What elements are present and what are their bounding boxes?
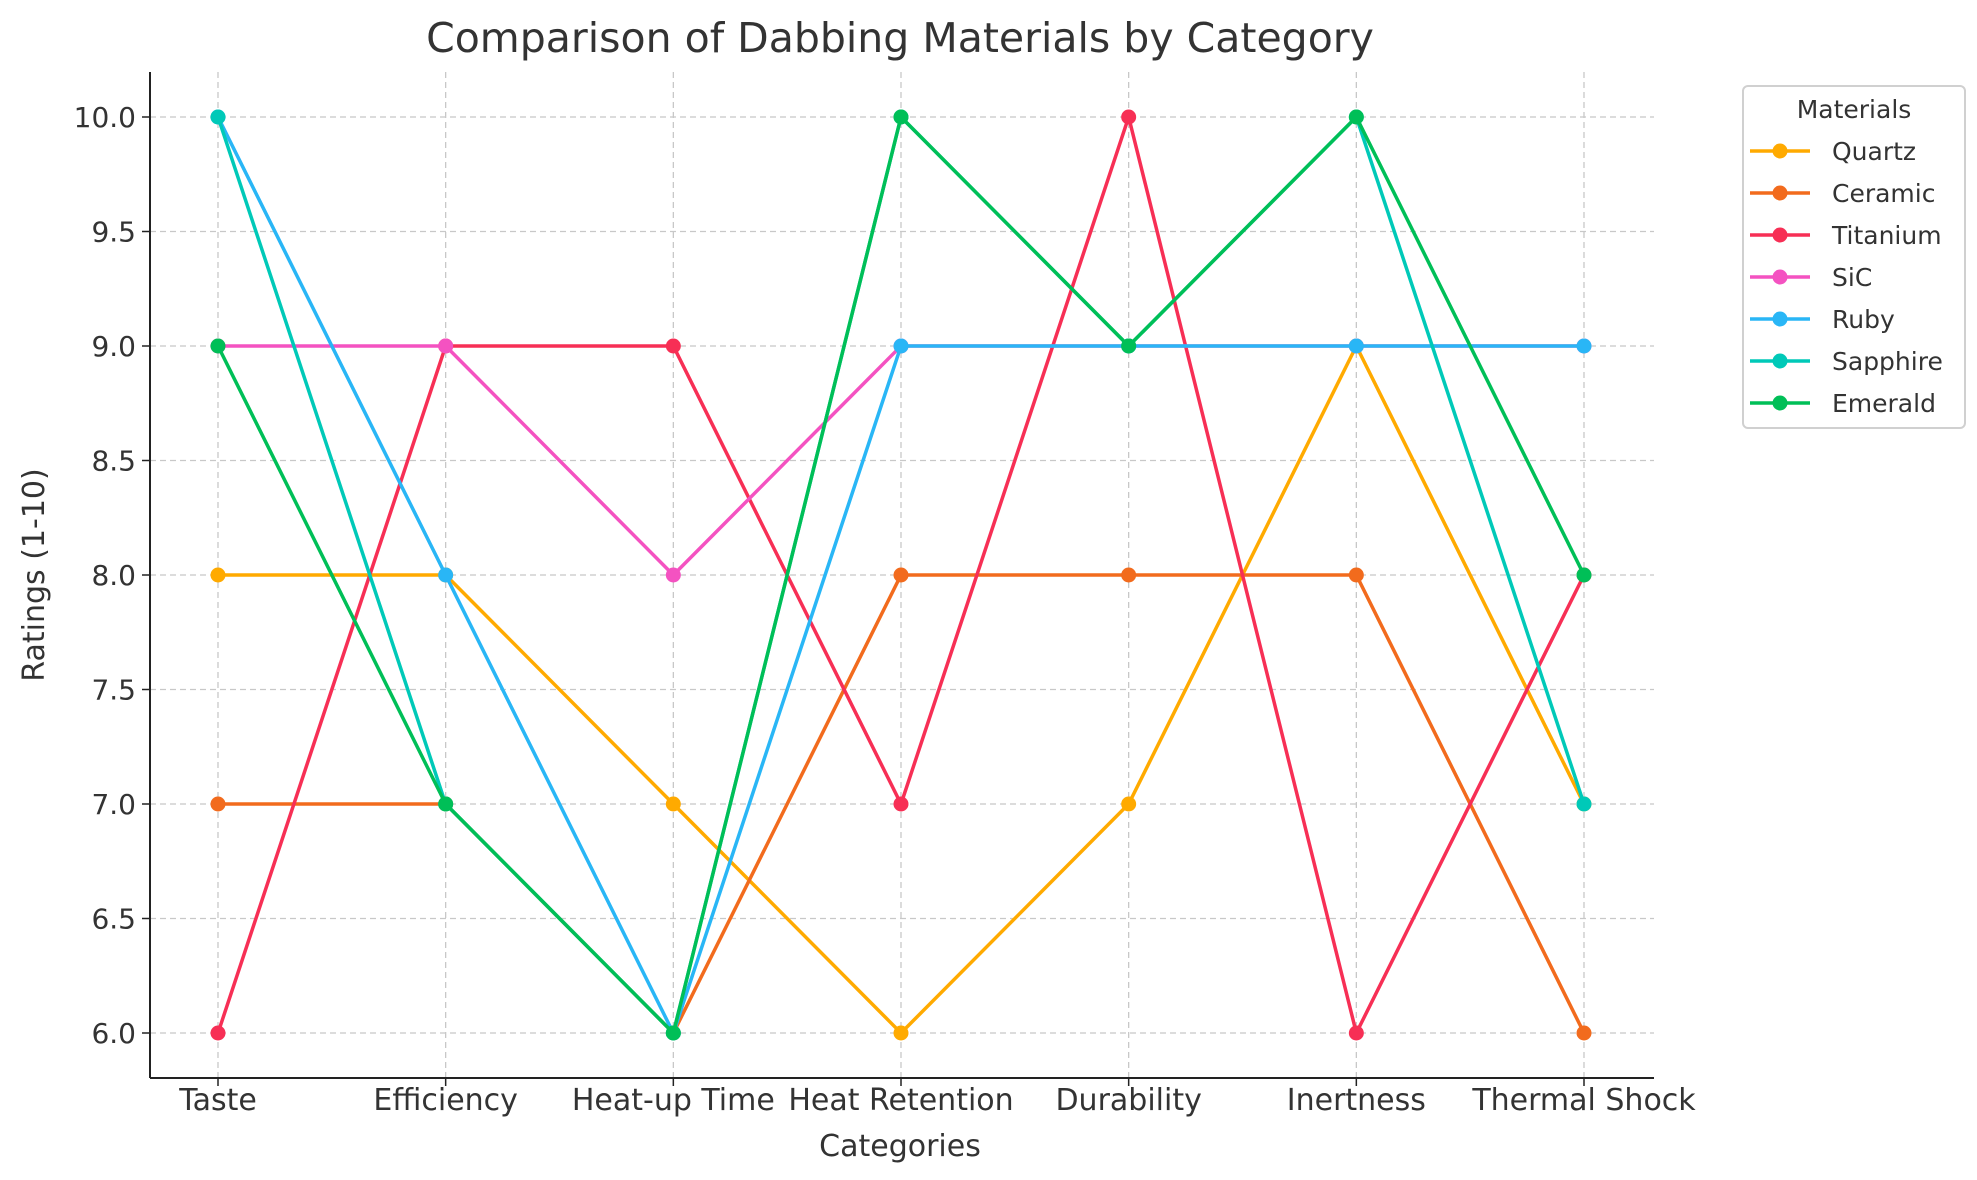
data-point bbox=[1348, 109, 1364, 125]
legend-marker bbox=[1772, 185, 1788, 201]
data-point bbox=[210, 109, 226, 125]
legend-marker bbox=[1772, 353, 1788, 369]
data-point bbox=[210, 567, 226, 583]
legend-label: Sapphire bbox=[1832, 347, 1943, 376]
legend-title: Materials bbox=[1797, 95, 1912, 124]
y-tick-label: 9.0 bbox=[91, 330, 136, 363]
data-point bbox=[438, 796, 454, 812]
data-point bbox=[210, 338, 226, 354]
chart-title: Comparison of Dabbing Materials by Categ… bbox=[426, 14, 1374, 62]
legend-item: Titanium bbox=[1750, 221, 1942, 250]
x-tick-label: Thermal Shock bbox=[1471, 1083, 1696, 1118]
x-tick-label: Durability bbox=[1055, 1083, 1201, 1118]
y-tick-label: 8.5 bbox=[91, 445, 136, 478]
data-point bbox=[665, 1025, 681, 1041]
data-point bbox=[893, 338, 909, 354]
x-tick-label: Heat Retention bbox=[788, 1083, 1013, 1118]
legend-item: Ruby bbox=[1750, 305, 1895, 334]
data-point bbox=[1348, 567, 1364, 583]
legend-label: Quartz bbox=[1832, 137, 1916, 166]
legend-label: Titanium bbox=[1831, 221, 1942, 250]
y-tick-labels: 6.0 6.5 7.0 7.5 8.0 8.5 9.0 9.5 10.0 bbox=[74, 101, 136, 1050]
data-point bbox=[438, 567, 454, 583]
data-point bbox=[893, 567, 909, 583]
legend-label: Emerald bbox=[1832, 389, 1936, 418]
legend-marker bbox=[1772, 227, 1788, 243]
legend-marker bbox=[1772, 311, 1788, 327]
y-tick-label: 6.0 bbox=[91, 1017, 136, 1050]
y-axis-label: Ratings (1-10) bbox=[17, 468, 52, 681]
y-tick-label: 10.0 bbox=[74, 101, 136, 134]
x-tick-label: Efficiency bbox=[373, 1083, 518, 1118]
x-axis-label: Categories bbox=[819, 1129, 981, 1164]
data-point bbox=[1121, 338, 1137, 354]
x-tick-label: Heat-up Time bbox=[572, 1083, 775, 1118]
legend-box bbox=[1742, 85, 1966, 429]
data-point bbox=[1576, 567, 1592, 583]
legend-label: Ceramic bbox=[1832, 179, 1935, 208]
legend-marker bbox=[1772, 395, 1788, 411]
data-point bbox=[438, 338, 454, 354]
legend: Materials Quartz Ceramic Titanium SiC Ruby Sa… bbox=[1742, 85, 1966, 429]
legend-item: SiC bbox=[1750, 263, 1872, 292]
data-point bbox=[893, 1025, 909, 1041]
legend-marker bbox=[1772, 269, 1788, 285]
y-tick-label: 9.5 bbox=[91, 216, 136, 249]
legend-label: SiC bbox=[1832, 263, 1872, 292]
data-point bbox=[1121, 567, 1137, 583]
legend-label: Ruby bbox=[1832, 305, 1895, 334]
series-emerald bbox=[210, 109, 1592, 1041]
legend-marker bbox=[1772, 143, 1788, 159]
x-tick-label: Taste bbox=[178, 1083, 257, 1118]
data-point bbox=[1576, 1025, 1592, 1041]
data-point bbox=[893, 796, 909, 812]
y-tick-label: 8.0 bbox=[91, 559, 136, 592]
data-point bbox=[1121, 796, 1137, 812]
data-point bbox=[1121, 109, 1137, 125]
legend-item: Quartz bbox=[1750, 137, 1916, 166]
legend-item: Emerald bbox=[1750, 389, 1936, 418]
data-point bbox=[210, 1025, 226, 1041]
data-point bbox=[1348, 1025, 1364, 1041]
series-lines bbox=[210, 109, 1592, 1041]
data-point bbox=[1576, 796, 1592, 812]
y-tick-label: 7.0 bbox=[91, 788, 136, 821]
data-point bbox=[893, 109, 909, 125]
data-point bbox=[1576, 338, 1592, 354]
y-tick-label: 7.5 bbox=[91, 674, 136, 707]
data-point bbox=[665, 338, 681, 354]
legend-item: Sapphire bbox=[1750, 347, 1943, 376]
data-point bbox=[210, 796, 226, 812]
x-tick-label: Inertness bbox=[1287, 1083, 1426, 1118]
data-point bbox=[665, 796, 681, 812]
y-tick-label: 6.5 bbox=[91, 903, 136, 936]
data-point bbox=[665, 567, 681, 583]
x-tick-labels: Taste Efficiency Heat-up Time Heat Retentio… bbox=[178, 1083, 1696, 1118]
legend-item: Ceramic bbox=[1750, 179, 1935, 208]
data-point bbox=[1348, 338, 1364, 354]
